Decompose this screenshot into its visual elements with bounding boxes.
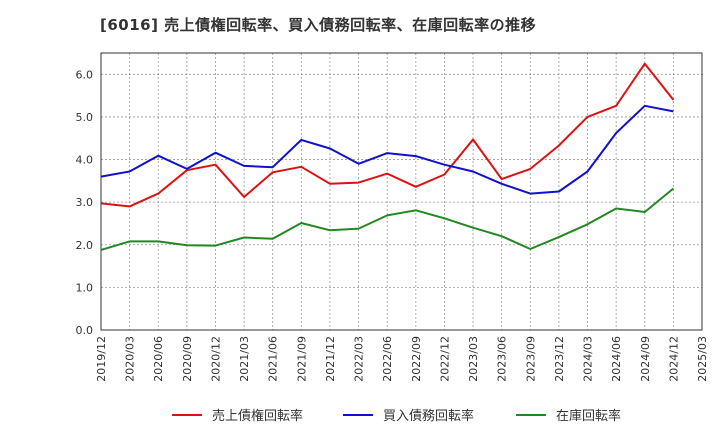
- x-tick-label: 2024/09: [639, 336, 652, 382]
- x-tick-label: 2024/03: [582, 336, 595, 382]
- legend-label-2: 買入債務回転率: [383, 408, 474, 424]
- y-tick-label: 1.0: [76, 281, 94, 294]
- x-tick-label: 2019/12: [95, 336, 108, 382]
- x-tick-label: 2023/06: [496, 336, 509, 382]
- x-tick-label: 2021/09: [295, 336, 308, 382]
- x-tick-label: 2020/06: [152, 336, 165, 382]
- y-tick-label: 6.0: [76, 68, 94, 81]
- series-line-1: [100, 62, 675, 208]
- x-tick-label: 2025/03: [696, 336, 709, 382]
- x-tick-label: 2023/09: [524, 336, 537, 382]
- x-tick-label: 2022/03: [353, 336, 366, 382]
- legend-label-3: 在庫回転率: [556, 408, 621, 424]
- x-tick-label: 2020/03: [124, 336, 137, 382]
- legend-label-1: 売上債権回転率: [212, 408, 303, 424]
- chart-title: [6016] 売上債権回転率、買入債務回転率、在庫回転率の推移: [100, 16, 537, 34]
- x-tick-label: 2022/06: [381, 336, 394, 382]
- x-tick-label: 2024/12: [667, 336, 680, 382]
- y-tick-label: 0.0: [76, 324, 94, 337]
- plot-area: [101, 53, 702, 330]
- x-tick-label: 2021/03: [238, 336, 251, 382]
- x-tick-label: 2023/12: [553, 336, 566, 382]
- x-tick-label: 2020/12: [209, 336, 222, 382]
- y-tick-label: 4.0: [76, 154, 94, 167]
- x-tick-label: 2024/06: [610, 336, 623, 382]
- x-tick-label: 2022/09: [410, 336, 423, 382]
- x-tick-label: 2022/12: [438, 336, 451, 382]
- series-line-3: [100, 187, 675, 251]
- plot-border: [100, 52, 703, 331]
- y-tick-label: 5.0: [76, 111, 94, 124]
- y-tick-label: 2.0: [76, 239, 94, 252]
- series-line-2: [100, 104, 674, 195]
- x-tick-label: 2023/03: [467, 336, 480, 382]
- x-tick-label: 2021/12: [324, 336, 337, 382]
- y-tick-label: 3.0: [76, 196, 94, 209]
- x-tick-label: 2021/06: [267, 336, 280, 382]
- x-tick-label: 2020/09: [181, 336, 194, 382]
